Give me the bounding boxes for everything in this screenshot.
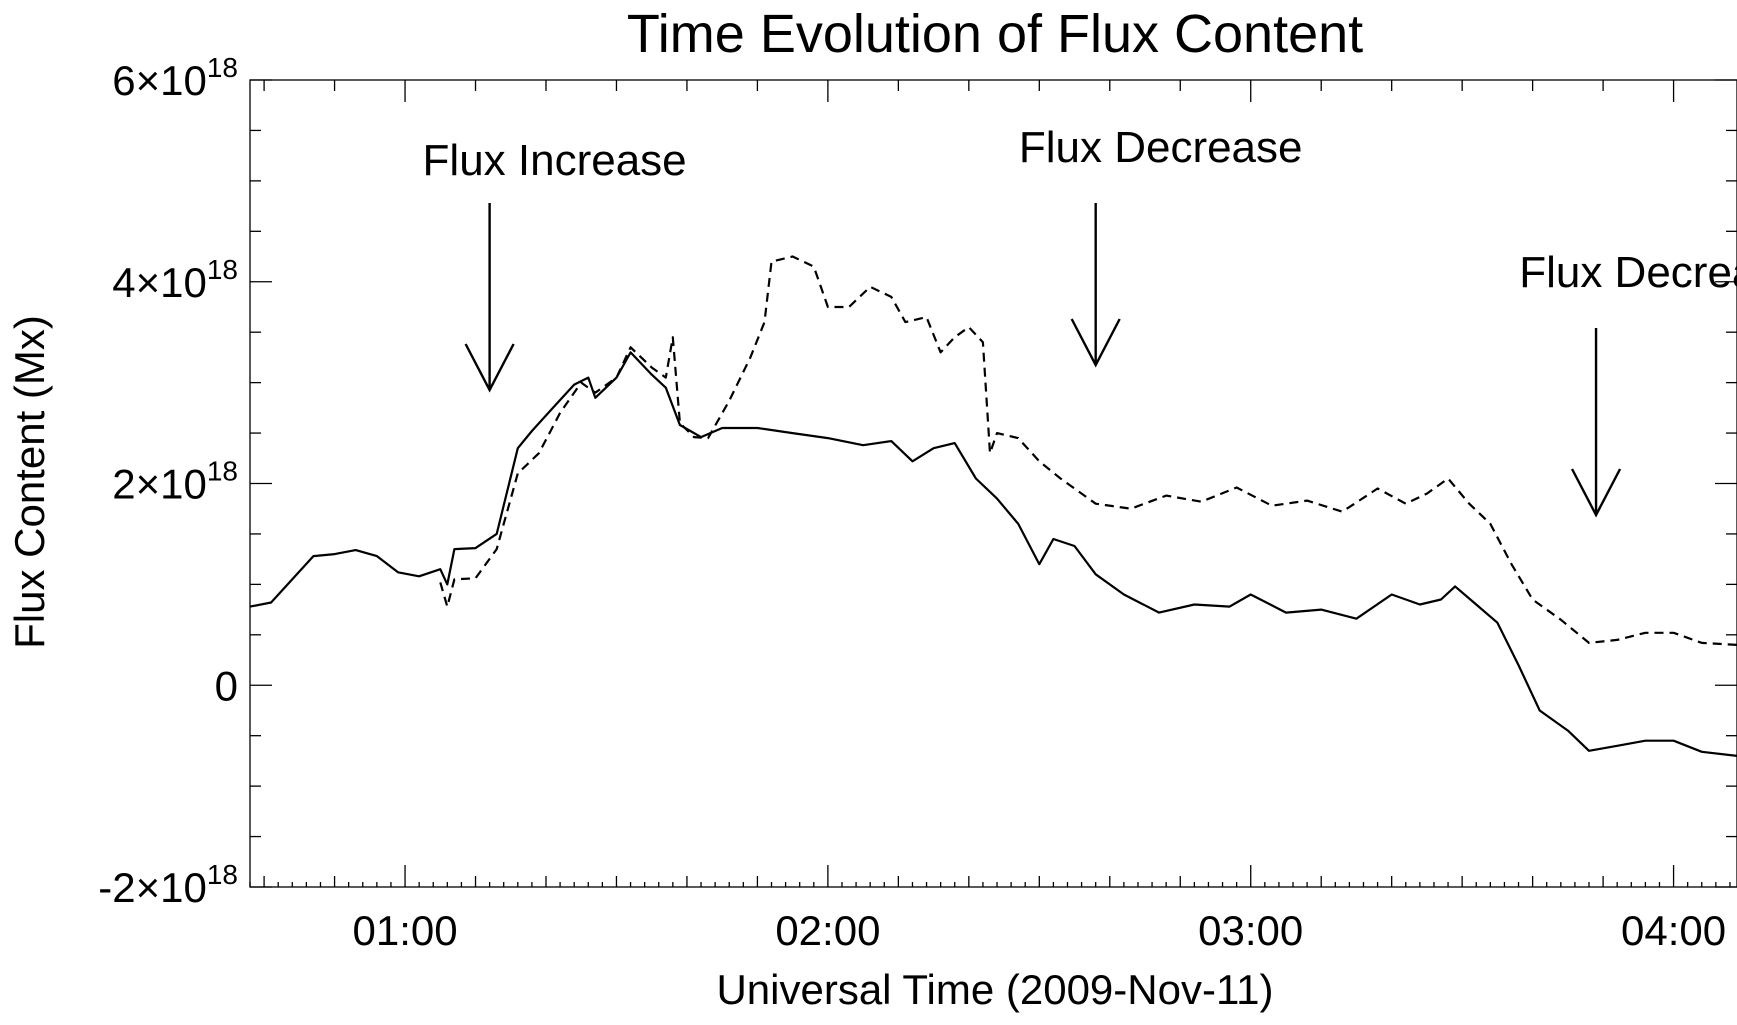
x-tick-label: 04:00 [1621,907,1726,954]
x-tick-label: 01:00 [352,907,457,954]
annotation-label: Flux Increase [423,136,687,185]
y-tick-label: 2×1018 [112,456,238,508]
y-axis-label: Flux Content (Mx) [6,315,53,649]
x-tick-label: 03:00 [1198,907,1303,954]
ticks-layer: 6×1018 4×1018 2×1018 0 -2×1018 01:00 02:00 03:0… [98,52,1737,954]
annotation-layer: Flux Increase Flux Decrease Flux Decrease [423,123,1737,518]
dashed-series-line [439,255,1737,646]
solid-series-line [249,351,1737,757]
y-tick-label: 6×1018 [112,52,238,104]
series-layer [249,255,1737,757]
annotation-label: Flux Decrease [1519,248,1737,297]
y-tick-label: 0 [215,662,238,709]
plot-frame [249,79,1737,888]
y-tick-label: 4×1018 [112,254,238,306]
x-axis-label: Universal Time (2009-Nov-11) [716,966,1273,1013]
y-tick-label: -2×1018 [98,859,238,911]
annotation-arrow-head [464,343,515,393]
annotation-arrow-head [1070,318,1121,368]
annotation-arrow-head [1570,468,1622,518]
chart-title: Time Evolution of Flux Content [627,4,1363,64]
x-tick-label: 02:00 [775,907,880,954]
annotation-label: Flux Decrease [1019,123,1303,172]
